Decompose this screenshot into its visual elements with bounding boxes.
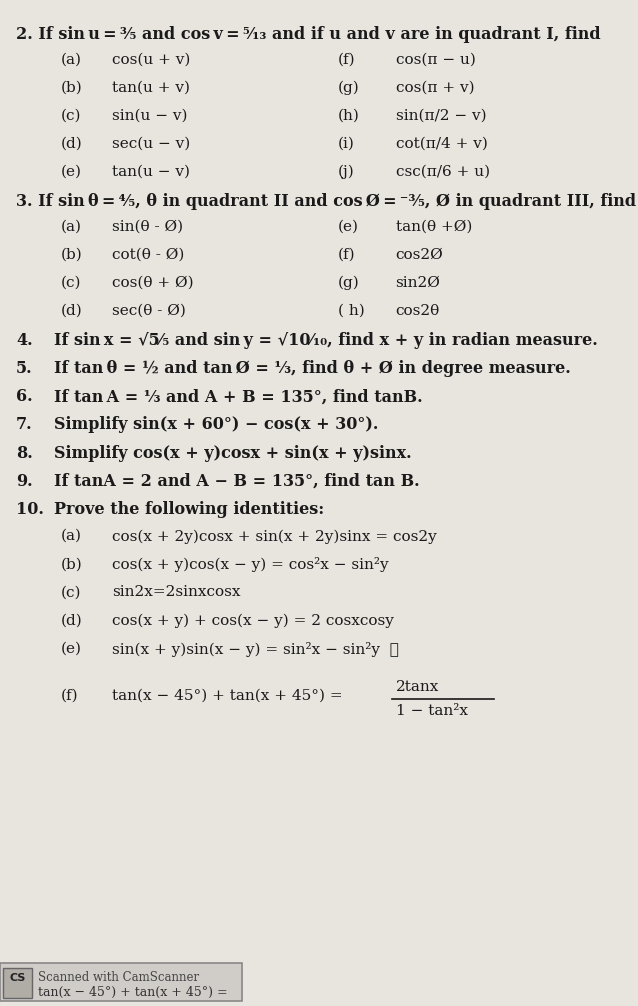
Text: 3. If sin θ = ⁴⁄₅, θ in quadrant II and cos Ø = ⁻³⁄₅, Ø in quadrant III, find: 3. If sin θ = ⁴⁄₅, θ in quadrant II and … [16, 193, 636, 210]
Text: sin2Ø: sin2Ø [396, 276, 440, 290]
Text: (a): (a) [61, 52, 82, 66]
Text: (b): (b) [61, 80, 82, 95]
Text: cos(x + 2y)cosx + sin(x + 2y)sinx = cos2y: cos(x + 2y)cosx + sin(x + 2y)sinx = cos2… [112, 529, 436, 543]
Text: (f): (f) [338, 52, 356, 66]
Text: sin2x=2sinxcosx: sin2x=2sinxcosx [112, 585, 240, 600]
Text: sin(π/2 − v): sin(π/2 − v) [396, 109, 486, 123]
Text: (c): (c) [61, 585, 81, 600]
Text: csc(π/6 + u): csc(π/6 + u) [396, 165, 490, 179]
Text: Prove the following identities:: Prove the following identities: [54, 501, 325, 518]
Text: cos(u + v): cos(u + v) [112, 52, 190, 66]
Text: cos(π + v): cos(π + v) [396, 80, 474, 95]
Text: (e): (e) [61, 642, 82, 656]
Text: (h): (h) [338, 109, 360, 123]
Text: 8.: 8. [16, 445, 33, 462]
Text: sec(θ - Ø): sec(θ - Ø) [112, 304, 186, 318]
Text: sin(x + y)sin(x − y) = sin²x − sin²y  ★: sin(x + y)sin(x − y) = sin²x − sin²y ★ [112, 642, 399, 657]
Text: cot(π/4 + v): cot(π/4 + v) [396, 137, 487, 151]
Text: 1 − tan²x: 1 − tan²x [396, 704, 468, 718]
Text: (g): (g) [338, 276, 360, 290]
FancyBboxPatch shape [0, 963, 242, 1001]
Text: (a): (a) [61, 219, 82, 233]
Text: cot(θ - Ø): cot(θ - Ø) [112, 247, 184, 262]
Text: sin(u − v): sin(u − v) [112, 109, 187, 123]
Text: (d): (d) [61, 304, 82, 318]
Text: (c): (c) [61, 109, 81, 123]
Text: 2tanx: 2tanx [396, 680, 439, 694]
Text: tan(θ +Ø): tan(θ +Ø) [396, 219, 472, 233]
Text: Scanned with CamScanner: Scanned with CamScanner [38, 972, 200, 984]
Text: cos(x + y)cos(x − y) = cos²x − sin²y: cos(x + y)cos(x − y) = cos²x − sin²y [112, 557, 389, 572]
Text: 10.: 10. [16, 501, 44, 518]
Text: (e): (e) [61, 165, 82, 179]
Text: (i): (i) [338, 137, 355, 151]
Text: tan(u + v): tan(u + v) [112, 80, 189, 95]
Text: (d): (d) [61, 137, 82, 151]
Text: 9.: 9. [16, 473, 33, 490]
Text: sec(u − v): sec(u − v) [112, 137, 190, 151]
Text: cos2θ: cos2θ [396, 304, 440, 318]
Text: (f): (f) [338, 247, 356, 262]
Text: sin(θ - Ø): sin(θ - Ø) [112, 219, 182, 233]
Text: If tan A = ⅓ and A + B = 135°, find tanB.: If tan A = ⅓ and A + B = 135°, find tanB… [54, 388, 423, 405]
Text: Simplify cos(x + y)cosx + sin(x + y)sinx.: Simplify cos(x + y)cosx + sin(x + y)sinx… [54, 445, 412, 462]
Text: (j): (j) [338, 165, 355, 179]
Text: cos2Ø: cos2Ø [396, 247, 443, 262]
Text: 4.: 4. [16, 332, 33, 349]
Text: (e): (e) [338, 219, 359, 233]
Text: 2. If sin u = ³⁄₅ and cos v = ⁵⁄₁₃ and if u and v are in quadrant I, find: 2. If sin u = ³⁄₅ and cos v = ⁵⁄₁₃ and i… [16, 26, 600, 43]
Text: (c): (c) [61, 276, 81, 290]
Text: tan(x − 45°) + tan(x + 45°) =: tan(x − 45°) + tan(x + 45°) = [112, 689, 342, 703]
FancyBboxPatch shape [3, 968, 32, 998]
Text: ( h): ( h) [338, 304, 365, 318]
Text: If sin x = √5⁄₅ and sin y = √10⁄₁₀, find x + y in radian measure.: If sin x = √5⁄₅ and sin y = √10⁄₁₀, find… [54, 332, 598, 349]
Text: CS: CS [10, 973, 26, 983]
Text: 7.: 7. [16, 416, 33, 434]
Text: (g): (g) [338, 80, 360, 95]
Text: Simplify sin(x + 60°) − cos(x + 30°).: Simplify sin(x + 60°) − cos(x + 30°). [54, 416, 378, 434]
Text: If tanA = 2 and A − B = 135°, find tan B.: If tanA = 2 and A − B = 135°, find tan B… [54, 473, 420, 490]
Text: 5.: 5. [16, 360, 33, 377]
Text: (a): (a) [61, 529, 82, 543]
Text: If tan θ = ½ and tan Ø = ⅓, find θ + Ø in degree measure.: If tan θ = ½ and tan Ø = ⅓, find θ + Ø i… [54, 360, 571, 377]
Text: cos(θ + Ø): cos(θ + Ø) [112, 276, 193, 290]
Text: tan(x − 45°) + tan(x + 45°) =: tan(x − 45°) + tan(x + 45°) = [38, 986, 228, 999]
Text: (f): (f) [61, 689, 78, 703]
Text: (d): (d) [61, 614, 82, 628]
Text: (b): (b) [61, 557, 82, 571]
Text: cos(π − u): cos(π − u) [396, 52, 475, 66]
Text: 6.: 6. [16, 388, 33, 405]
Text: (b): (b) [61, 247, 82, 262]
Text: cos(x + y) + cos(x − y) = 2 cosxcosy: cos(x + y) + cos(x − y) = 2 cosxcosy [112, 614, 394, 628]
Text: tan(u − v): tan(u − v) [112, 165, 189, 179]
